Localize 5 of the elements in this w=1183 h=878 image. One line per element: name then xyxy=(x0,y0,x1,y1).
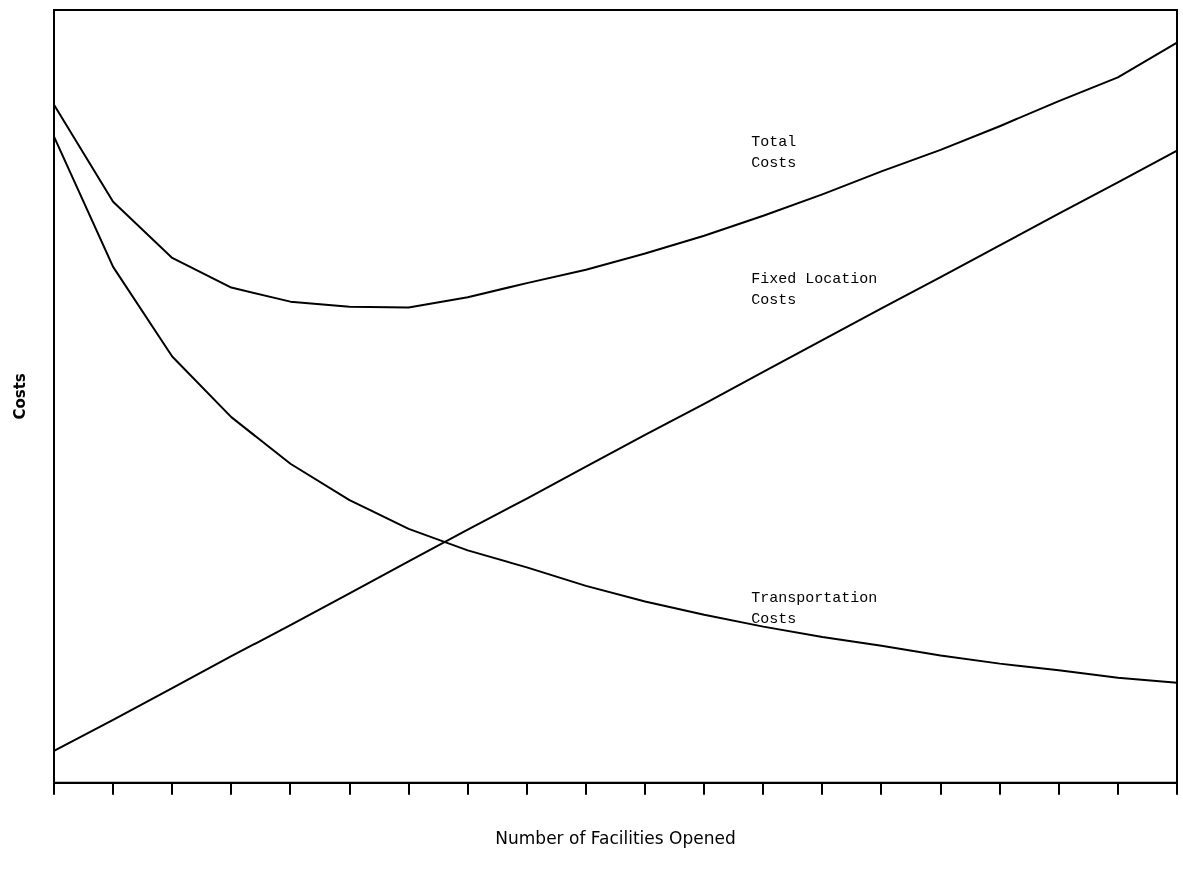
series-label: Fixed Location Costs xyxy=(751,271,878,310)
series-label: Total Costs xyxy=(751,134,797,173)
y-axis-title: Costs xyxy=(10,373,29,420)
x-axis-title: Number of Facilities Opened xyxy=(495,828,736,849)
series-label: Transportation Costs xyxy=(751,589,878,628)
